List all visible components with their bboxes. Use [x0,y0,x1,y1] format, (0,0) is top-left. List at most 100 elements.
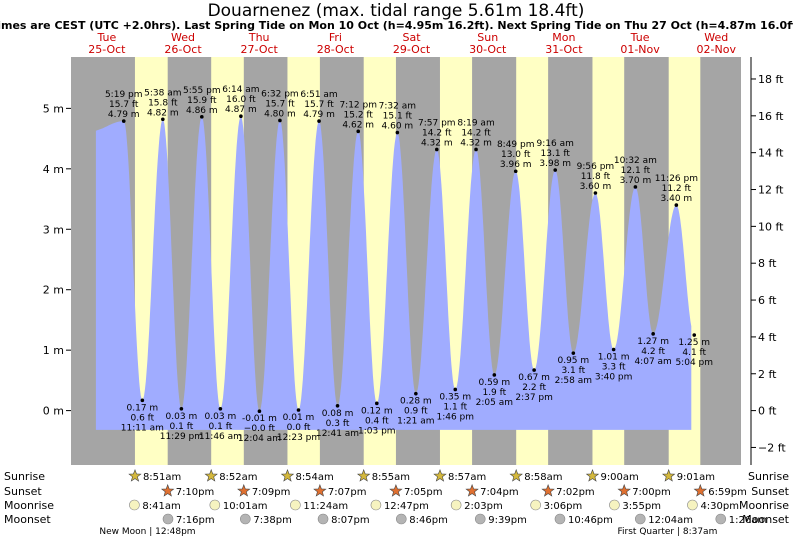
tide-label-low-14-1: 0.4 ft [365,416,389,426]
moonset-icon-2 [317,513,329,525]
tide-label-high-29-1: 11.2 ft [662,184,692,194]
tide-label-high-5-1: 15.9 ft [187,96,217,106]
tide-label-low-8-2: 12:04 am [238,434,281,444]
tide-label-high-23-1: 13.1 ft [541,149,571,159]
right-tick-label-0: −2 ft [758,441,786,454]
tide-label-high-17-2: 4.32 m [421,138,453,148]
tide-label-high-5-0: 5:55 pm [183,86,221,96]
tide-label-high-29-0: 11:26 pm [655,174,698,184]
day-date-0: 25-Oct [88,43,126,56]
sunrise-icon-7 [661,468,676,482]
tide-label-high-3-0: 5:38 am [144,88,181,98]
tide-label-high-15-2: 4.60 m [382,122,414,132]
tide-label-low-30-1: 4.1 ft [682,348,706,358]
moon-phase-1: First Quarter | 8:37am [618,527,718,537]
tide-label-low-18-2: 1:46 pm [436,412,474,422]
sunset-time-1: 7:09pm [252,487,291,498]
sunset-icon-0 [160,483,175,497]
tide-label-low-6-2: 11:46 am [199,432,242,442]
moonrise-time-1: 10:01am [223,501,268,512]
tide-label-high-9-2: 4.80 m [264,109,296,119]
tide-label-high-13-0: 7:12 pm [339,100,377,110]
tide-curve [95,116,692,430]
tide-area [95,116,692,430]
tide-label-low-30-2: 5:04 pm [675,358,713,368]
tide-label-high-11-0: 6:51 am [300,90,337,100]
tide-label-high-19-2: 4.32 m [460,138,492,148]
tide-label-low-4-2: 11:29 pm [160,432,203,442]
moonrise-icon-4 [450,499,462,511]
moonrise-icon-6 [609,499,620,511]
tide-point-4 [179,406,184,411]
day-weekday-3: Fri [329,31,342,44]
day-date-3: 28-Oct [317,43,355,56]
tide-label-high-21-1: 13.0 ft [501,150,531,160]
tide-label-high-21-2: 3.96 m [500,160,532,170]
tide-label-low-22-1: 2.2 ft [522,383,546,393]
tide-label-low-20-0: 0.59 m [478,378,510,388]
tide-point-14 [375,401,379,406]
left-tick-label-3: 3 m [43,223,64,236]
right-tick-label-5: 8 ft [758,257,777,270]
day-labels: Tue25-OctWed26-OctThu27-OctFri28-OctSat2… [88,31,736,56]
tide-point-27 [633,185,638,189]
tide-point-22 [532,368,536,372]
tide-point-28 [651,332,655,336]
tide-label-low-26-2: 3:40 pm [595,373,633,383]
tide-point-12 [335,403,340,408]
tide-point-18 [453,387,458,392]
tide-label-low-16-1: 0.9 ft [404,407,428,417]
sunset-time-2: 7:07pm [328,487,367,498]
tide-label-high-19-0: 8:19 am [457,118,494,128]
day-date-8: 02-Nov [697,43,737,56]
tide-label-high-21-0: 8:49 pm [497,140,535,150]
row-label-left-3: Moonset [4,513,51,526]
sunrise-time-0: 8:51am [143,472,181,483]
moonset-time-4: 9:39pm [488,515,527,526]
sunrise-time-1: 8:52am [219,472,257,483]
row-label-right-1: Sunset [751,485,789,498]
moonrise-icon-0 [129,499,140,511]
tide-point-1 [121,119,126,123]
moonset-icon-0 [162,513,174,525]
tide-label-low-18-0: 0.35 m [439,392,471,402]
tide-label-high-9-0: 6:32 pm [261,89,299,99]
sunset-time-0: 7:10pm [176,487,215,498]
moonset-time-1: 7:38pm [253,515,292,526]
tide-label-low-10-0: 0.01 m [283,413,315,423]
moonset-icon-6 [634,513,646,525]
sunrise-time-7: 9:01am [677,472,715,483]
moonset-icon-3 [396,513,407,525]
tide-point-29 [674,203,679,207]
day-weekday-5: Sun [477,31,498,44]
left-tick-label-1: 1 m [43,344,64,357]
right-tick-label-6: 10 ft [758,220,784,233]
row-label-right-3: Moonset [742,513,789,526]
tide-label-low-12-1: 0.3 ft [326,419,350,429]
tide-point-17 [434,147,439,152]
left-tick-label-2: 2 m [43,284,64,297]
moonrise-time-5: 3:06pm [544,501,583,512]
sunrise-time-5: 8:58am [524,472,562,483]
tide-label-low-16-0: 0.28 m [400,397,432,407]
left-tick-label-4: 4 m [43,163,64,176]
tide-label-high-15-0: 7:32 am [379,102,416,112]
tide-label-high-13-1: 15.2 ft [344,110,374,120]
tide-label-low-12-0: 0.08 m [322,409,354,419]
tide-label-low-8-0: -0.01 m [242,414,277,424]
row-label-left-0: Sunrise [4,470,45,483]
tide-label-low-10-2: 12:23 pm [277,433,320,443]
tide-point-23 [553,168,558,172]
right-tick-label-8: 14 ft [758,147,784,160]
sunset-time-5: 7:02pm [556,487,595,498]
tide-label-high-11-1: 15.7 ft [304,100,334,110]
tide-label-low-14-2: 1:03 pm [358,426,396,436]
moonrise-time-2: 11:24am [303,501,348,512]
tide-point-8 [257,409,262,414]
tide-label-high-27-2: 3.70 m [620,176,652,186]
sunrise-icon-0 [128,468,142,482]
moonrise-time-7: 4:30pm [700,501,739,512]
tide-point-13 [356,129,361,134]
tide-label-high-1-2: 4.79 m [108,110,140,120]
